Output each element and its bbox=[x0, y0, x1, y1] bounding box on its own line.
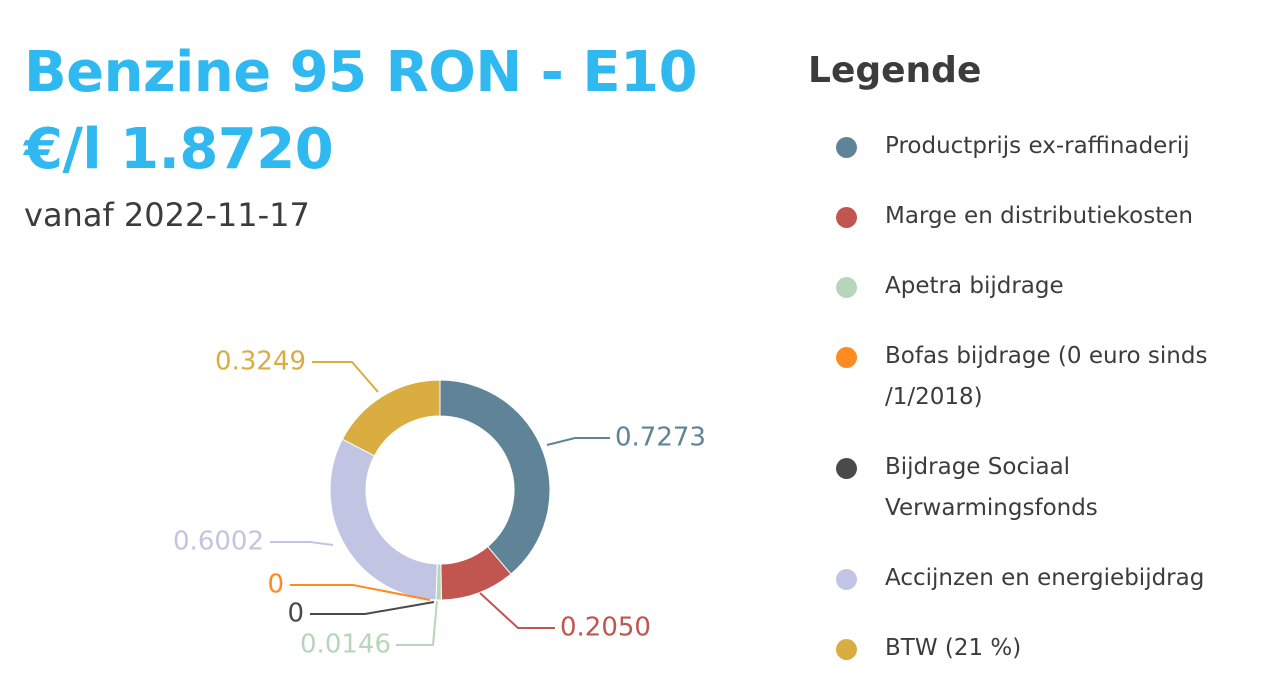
legend-item[interactable]: Bofas bijdrage (0 euro sinds /1/2018) bbox=[836, 336, 1256, 418]
slice-label-connector bbox=[546, 437, 610, 446]
slice-value-label: 0.0146 bbox=[300, 630, 391, 660]
slice-value-label: 0.3249 bbox=[215, 347, 306, 377]
slice-value-label: 0 bbox=[287, 599, 304, 629]
legend-list: Productprijs ex-raffinaderij Marge en di… bbox=[836, 126, 1256, 698]
legend-item-label: BTW (21 %) bbox=[885, 635, 1022, 661]
legend-item-label: Productprijs ex-raffinaderij bbox=[885, 133, 1190, 159]
legend-title: Legende bbox=[808, 50, 982, 91]
slice-value-label: 0.2050 bbox=[560, 613, 651, 643]
donut-slice bbox=[439, 379, 551, 575]
slice-value-label: 0 bbox=[267, 570, 284, 600]
slice-label-connector bbox=[270, 541, 334, 546]
legend-item-label: Bofas bijdrage (0 euro sinds /1/2018) bbox=[885, 343, 1208, 410]
donut-slice bbox=[341, 379, 441, 457]
legend-item[interactable]: Apetra bijdrage bbox=[836, 266, 1256, 307]
legend-dot bbox=[836, 639, 857, 660]
valid-since-date: vanaf 2022-11-17 bbox=[24, 196, 310, 234]
donut-slice bbox=[329, 438, 438, 601]
legend-dot bbox=[836, 569, 857, 590]
legend-dot bbox=[836, 277, 857, 298]
legend-item[interactable]: Bijdrage Sociaal Verwarmingsfonds bbox=[836, 447, 1256, 529]
slice-label-connector bbox=[396, 600, 438, 646]
legend-item-label: Marge en distributiekosten bbox=[885, 203, 1193, 229]
product-title: Benzine 95 RON - E10 bbox=[24, 40, 698, 105]
slice-value-label: 0.7273 bbox=[615, 423, 706, 453]
legend-item[interactable]: Productprijs ex-raffinaderij bbox=[836, 126, 1256, 167]
slice-label-connector bbox=[312, 361, 379, 393]
legend-item-label: Accijnzen en energiebijdrag bbox=[885, 565, 1205, 591]
slice-label-connector bbox=[290, 584, 431, 601]
legend-item[interactable]: Marge en distributiekosten bbox=[836, 196, 1256, 237]
legend-dot bbox=[836, 347, 857, 368]
slice-label-connector bbox=[479, 592, 555, 629]
price-per-liter: €/l 1.8720 bbox=[24, 117, 334, 182]
legend-item-label: Apetra bijdrage bbox=[885, 273, 1064, 299]
legend-item[interactable]: Accijnzen en energiebijdrag bbox=[836, 558, 1256, 599]
slice-label-connector bbox=[310, 601, 435, 615]
slice-value-label: 0.6002 bbox=[173, 527, 264, 557]
legend-dot bbox=[836, 458, 857, 479]
legend-dot bbox=[836, 137, 857, 158]
legend-item-label: Bijdrage Sociaal Verwarmingsfonds bbox=[885, 454, 1098, 521]
legend-dot bbox=[836, 207, 857, 228]
legend-item[interactable]: BTW (21 %) bbox=[836, 628, 1256, 669]
